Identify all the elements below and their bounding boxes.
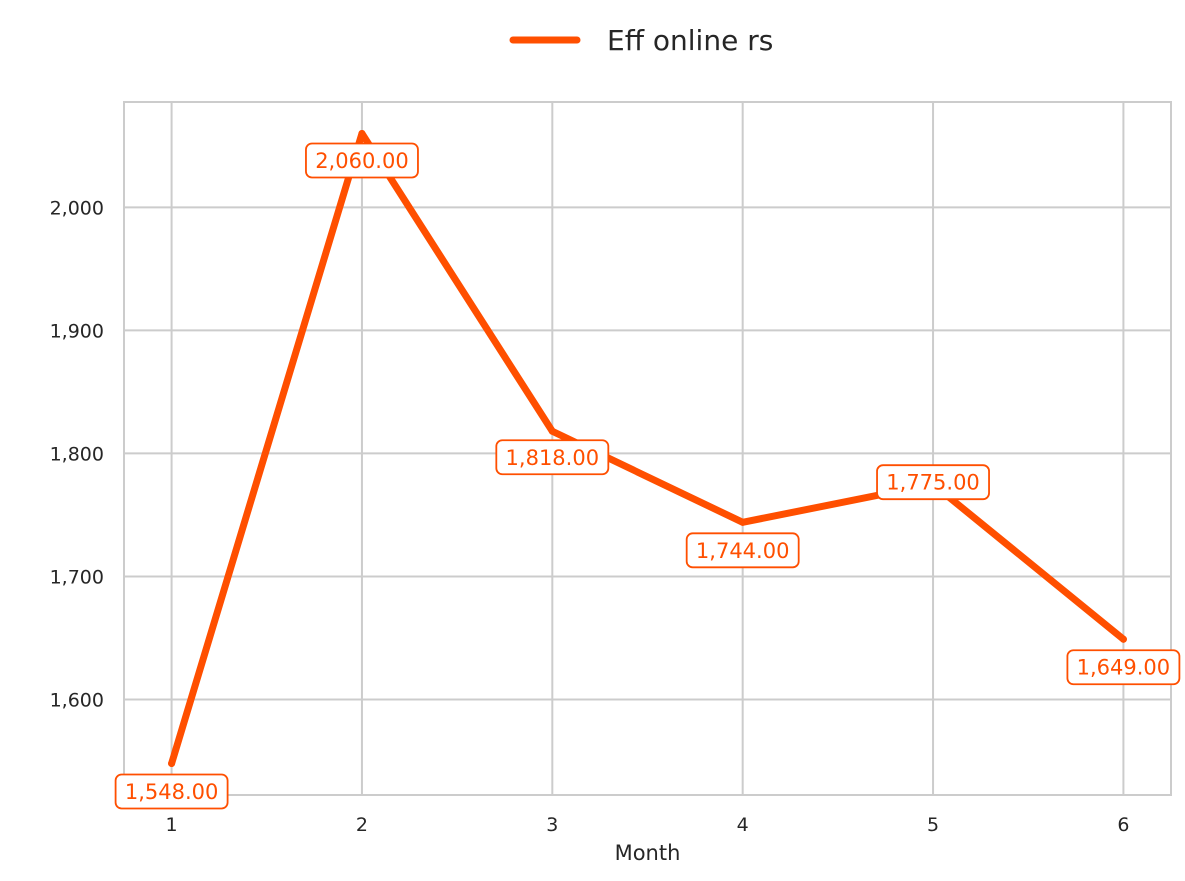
data-point	[168, 760, 176, 767]
x-axis: 1 2 3 4 5 6	[166, 814, 1130, 836]
data-label-text: 1,548.00	[125, 780, 219, 804]
y-tick-label: 1,900	[50, 320, 104, 342]
data-point	[1119, 635, 1127, 643]
y-tick-label: 1,800	[50, 443, 104, 465]
y-axis: 1,600 1,700 1,800 1,900 2,000	[50, 197, 104, 711]
x-tick-label: 1	[166, 814, 178, 836]
data-label-text: 1,818.00	[506, 446, 600, 470]
data-label: 1,775.00	[876, 464, 990, 501]
y-tick-label: 2,000	[50, 197, 104, 219]
data-point	[358, 130, 366, 137]
data-label-text: 1,775.00	[886, 471, 980, 495]
data-label-text: 1,649.00	[1077, 656, 1171, 680]
data-label-box	[305, 142, 419, 179]
data-label-box	[1066, 649, 1181, 686]
data-label-box	[495, 439, 610, 476]
legend-label: Eff online rs	[607, 24, 773, 57]
plot-frame	[123, 101, 1172, 796]
data-label: 1,744.00	[685, 532, 800, 569]
data-label-box	[876, 464, 990, 501]
data-point	[739, 518, 747, 526]
data-label-text: 1,744.00	[696, 539, 790, 563]
x-tick-label: 3	[546, 814, 558, 836]
data-label-text: 2,060.00	[315, 149, 409, 173]
x-axis-title: Month	[615, 841, 681, 865]
x-tick-label: 6	[1117, 814, 1129, 836]
data-label-box	[685, 532, 800, 569]
legend: Eff online rs	[509, 24, 773, 57]
data-label: 1,818.00	[495, 439, 610, 476]
data-label: 2,060.00	[305, 142, 419, 179]
x-tick-label: 5	[927, 814, 939, 836]
data-label-box	[114, 773, 229, 810]
data-point	[548, 427, 556, 435]
x-tick-label: 4	[737, 814, 749, 836]
x-tick-label: 2	[356, 814, 368, 836]
data-label: 1,649.00	[1066, 649, 1181, 686]
data-label: 1,548.00	[114, 773, 229, 810]
y-tick-label: 1,700	[50, 566, 104, 588]
series-line	[168, 130, 1127, 767]
series-group	[168, 130, 1127, 767]
y-tick-label: 1,600	[50, 690, 104, 712]
data-labels: 1,548.00 2,060.00 1,818.00 1,744.00 1,775.00…	[114, 142, 1181, 810]
grid	[124, 102, 1171, 795]
